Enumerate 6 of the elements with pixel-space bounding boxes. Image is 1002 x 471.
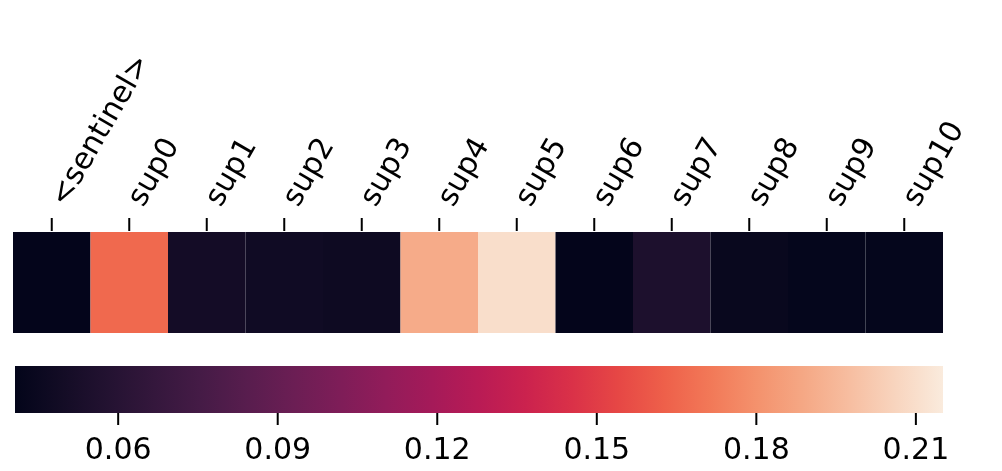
color-bar-label: 0.15 bbox=[563, 431, 631, 466]
color-bar-label: 0.09 bbox=[244, 431, 312, 466]
color-bar-label: 0.18 bbox=[722, 431, 790, 466]
color-bar-label: 0.06 bbox=[84, 431, 152, 466]
color-bar-label: 0.12 bbox=[403, 431, 471, 466]
color-bar-label: 0.21 bbox=[882, 431, 950, 466]
